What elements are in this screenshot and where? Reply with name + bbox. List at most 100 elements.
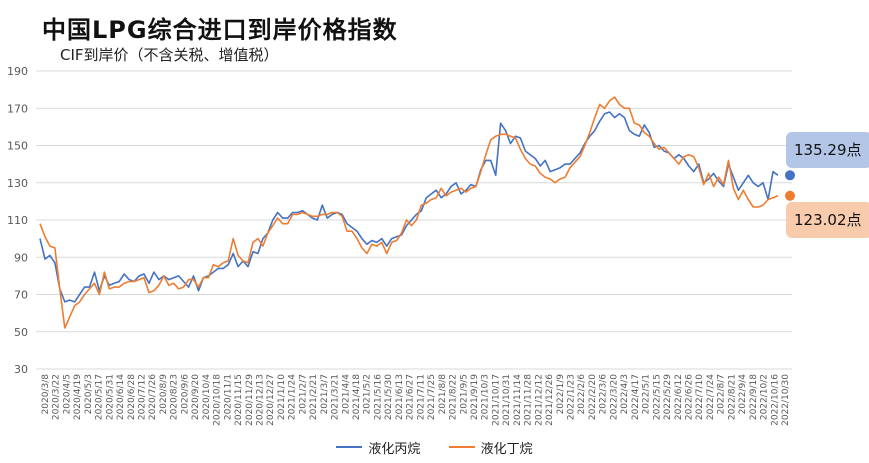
x-tick-label: 2021/6/13 xyxy=(395,374,405,420)
x-tick-label: 2022/5/29 xyxy=(663,374,673,420)
legend: 液化丙烷 液化丁烷 xyxy=(0,437,869,457)
x-tick-label: 2020/11/1 xyxy=(223,374,233,420)
butane-value-callout: 123.02点 xyxy=(786,202,869,238)
x-tick-label: 2022/8/21 xyxy=(727,374,737,420)
x-tick-label: 2021/12/12 xyxy=(534,374,544,426)
x-tick-label: 2021/8/22 xyxy=(449,374,459,420)
y-tick-label: 150 xyxy=(7,140,28,153)
x-tick-label: 2021/11/14 xyxy=(513,374,523,426)
end-marker-propane xyxy=(785,170,795,181)
x-tick-label: 2020/3/8 xyxy=(41,374,51,415)
x-tick-label: 2021/3/7 xyxy=(320,374,330,414)
x-tick-label: 2020/6/28 xyxy=(127,374,137,420)
x-tick-label: 2020/4/5 xyxy=(62,374,72,414)
x-tick-label: 2021/12/26 xyxy=(545,374,555,426)
x-tick-label: 2021/10/31 xyxy=(502,374,512,426)
x-tick-label: 2021/11/28 xyxy=(524,374,534,426)
series-line-propane xyxy=(39,111,779,303)
x-tick-label: 2022/1/9 xyxy=(556,374,566,415)
x-tick-label: 2020/11/15 xyxy=(234,374,244,426)
x-tick-label: 2021/8/8 xyxy=(438,374,448,415)
x-axis-ticks: 2020/3/8 2020/3/22 2020/4/5 2020/4/19 2020/5… xyxy=(41,374,791,426)
end-marker-butane xyxy=(785,190,795,201)
x-tick-label: 2021/1/24 xyxy=(288,374,298,420)
x-tick-label: 2020/5/31 xyxy=(105,374,115,420)
x-tick-label: 2020/10/18 xyxy=(213,374,223,426)
legend-item-propane: 液化丙烷 xyxy=(336,438,420,457)
x-tick-label: 2021/5/30 xyxy=(384,374,394,420)
legend-item-butane: 液化丁烷 xyxy=(448,438,533,457)
series-line-butane xyxy=(39,96,779,329)
x-tick-label: 2020/8/23 xyxy=(170,374,180,420)
legend-label-butane: 液化丁烷 xyxy=(480,441,533,457)
x-tick-label: 2021/4/18 xyxy=(352,374,362,420)
x-tick-label: 2022/10/16 xyxy=(770,374,780,426)
x-tick-label: 2021/6/27 xyxy=(406,374,416,420)
chart-subtitle: CIF到岸价（不含关税、增值税） xyxy=(60,46,279,64)
x-tick-label: 2020/7/12 xyxy=(138,374,148,420)
x-tick-label: 2021/7/25 xyxy=(427,374,437,420)
propane-value-callout: 135.29点 xyxy=(786,132,869,168)
x-tick-label: 2020/6/14 xyxy=(116,374,126,420)
end-markers xyxy=(785,170,795,201)
x-tick-label: 2022/7/10 xyxy=(695,374,705,420)
y-tick-label: 130 xyxy=(7,177,28,190)
legend-swatch-propane xyxy=(336,446,363,448)
x-tick-label: 2022/7/24 xyxy=(706,374,716,420)
x-tick-label: 2022/9/18 xyxy=(749,374,759,420)
legend-swatch-butane xyxy=(448,446,475,448)
x-tick-label: 2022/10/30 xyxy=(781,374,791,426)
x-tick-label: 2020/9/6 xyxy=(180,374,190,415)
x-tick-label: 2020/4/19 xyxy=(73,374,83,420)
x-tick-label: 2022/6/12 xyxy=(674,374,684,420)
x-tick-label: 2022/3/20 xyxy=(609,374,619,420)
x-tick-label: 2022/1/23 xyxy=(567,374,577,420)
y-tick-label: 90 xyxy=(14,251,28,264)
x-tick-label: 2022/5/15 xyxy=(652,374,662,420)
x-tick-label: 2022/6/26 xyxy=(684,374,694,420)
x-tick-label: 2020/12/27 xyxy=(266,374,276,426)
x-tick-label: 2022/2/6 xyxy=(577,374,587,415)
x-tick-label: 2022/2/20 xyxy=(588,374,598,420)
y-tick-label: 190 xyxy=(7,65,28,78)
x-tick-label: 2021/10/3 xyxy=(481,374,491,420)
gridlines xyxy=(36,70,792,370)
x-tick-label: 2020/11/29 xyxy=(245,374,255,426)
x-tick-label: 2020/5/17 xyxy=(95,374,105,420)
x-tick-label: 2020/7/26 xyxy=(148,374,158,420)
series-lines xyxy=(39,96,779,329)
x-tick-label: 2022/4/17 xyxy=(631,374,641,420)
x-tick-label: 2021/10/17 xyxy=(491,374,501,426)
chart-title: 中国LPG综合进口到岸价格指数 xyxy=(42,16,398,44)
x-tick-label: 2021/9/5 xyxy=(459,374,469,414)
y-axis-ticks: 30 50 70 90 110 130 150 170 190 xyxy=(7,65,28,376)
x-tick-label: 2022/3/6 xyxy=(599,374,609,415)
legend-label-propane: 液化丙烷 xyxy=(368,441,421,457)
x-tick-label: 2022/9/4 xyxy=(738,374,748,415)
x-tick-label: 2021/5/2 xyxy=(363,374,373,414)
x-tick-label: 2021/2/21 xyxy=(309,374,319,420)
x-tick-label: 2020/8/9 xyxy=(159,374,169,415)
x-tick-label: 2021/3/21 xyxy=(331,374,341,420)
x-tick-label: 2021/4/4 xyxy=(341,374,351,415)
x-tick-label: 2020/12/13 xyxy=(255,374,265,426)
x-tick-label: 2020/9/20 xyxy=(191,374,201,420)
x-tick-label: 2021/7/11 xyxy=(416,374,426,420)
y-tick-label: 170 xyxy=(7,102,28,115)
y-tick-label: 30 xyxy=(14,363,28,376)
y-tick-label: 110 xyxy=(7,214,28,227)
x-tick-label: 2020/5/3 xyxy=(84,374,94,414)
y-tick-label: 70 xyxy=(14,289,28,302)
y-tick-label: 50 xyxy=(14,326,28,339)
x-tick-label: 2022/5/1 xyxy=(642,374,652,414)
x-tick-label: 2021/2/7 xyxy=(298,374,308,414)
x-tick-label: 2022/8/7 xyxy=(717,374,727,414)
x-tick-label: 2021/9/19 xyxy=(470,374,480,420)
x-tick-label: 2020/10/4 xyxy=(202,374,212,420)
x-tick-label: 2021/5/16 xyxy=(373,374,383,420)
x-tick-label: 2021/1/10 xyxy=(277,374,287,420)
x-tick-label: 2020/3/22 xyxy=(52,374,62,420)
x-tick-label: 2022/4/3 xyxy=(620,374,630,414)
x-tick-label: 2022/10/2 xyxy=(760,374,770,420)
